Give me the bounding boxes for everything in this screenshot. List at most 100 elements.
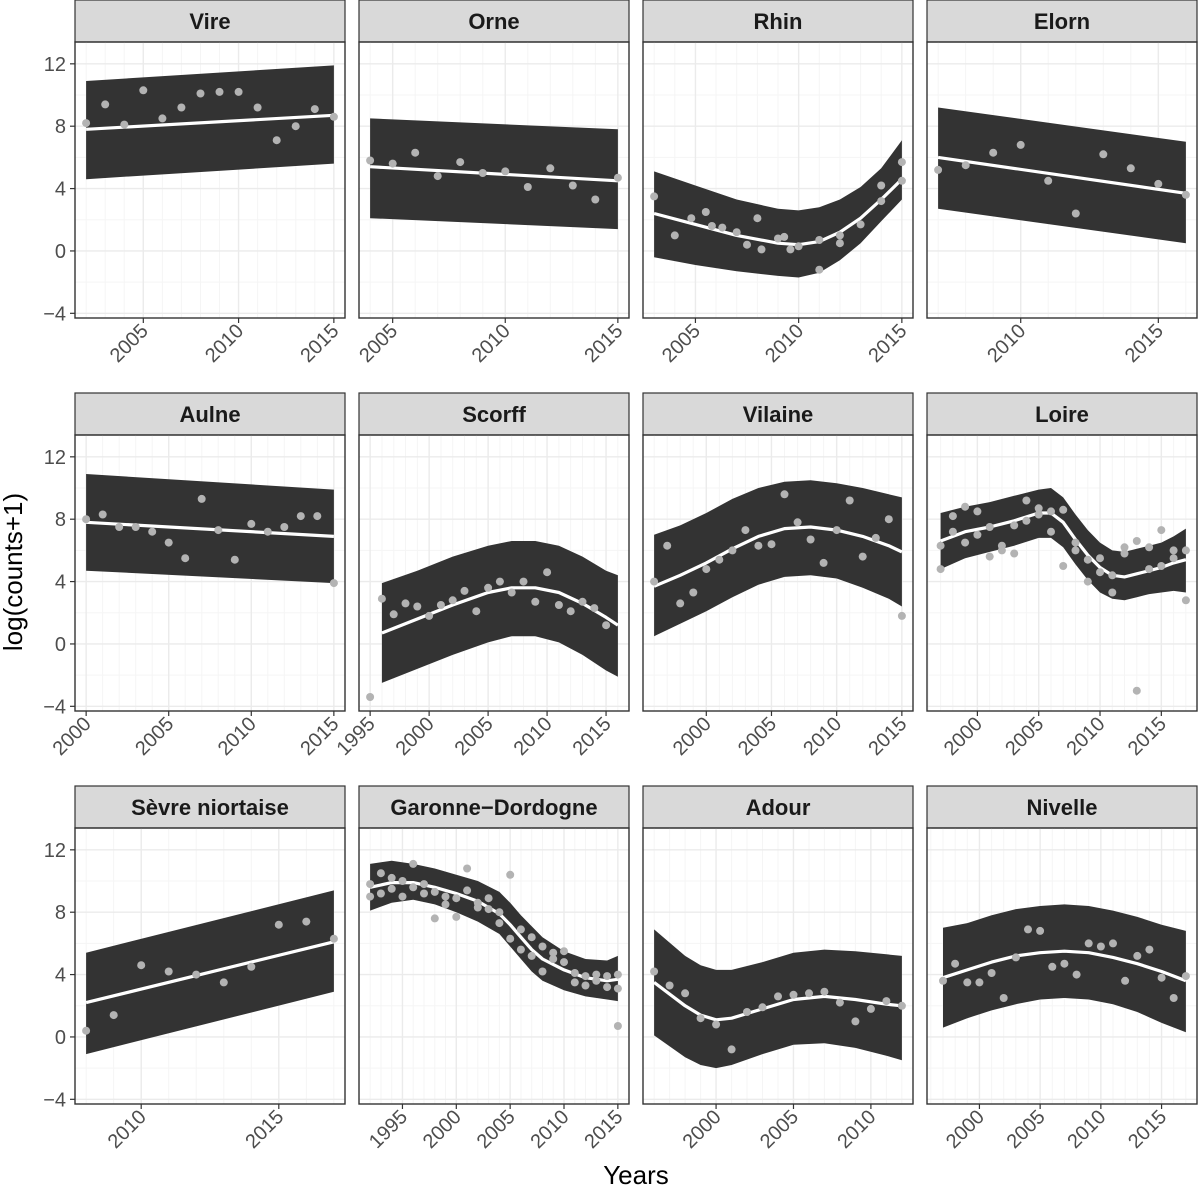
data-point <box>753 214 762 223</box>
y-tick-label: −4 <box>43 303 66 325</box>
data-point <box>581 972 590 981</box>
fit-line <box>942 949 1187 983</box>
data-point <box>882 997 891 1006</box>
y-tick-label: 4 <box>55 965 66 987</box>
data-point <box>897 1001 906 1010</box>
data-point <box>302 917 311 926</box>
panel-border <box>358 827 630 1105</box>
y-tick-label: 12 <box>44 447 66 469</box>
y-tick-label: 4 <box>55 179 66 201</box>
data-point <box>1010 521 1019 530</box>
data-point <box>757 245 766 254</box>
data-point <box>999 994 1008 1002</box>
data-point <box>164 538 173 547</box>
data-point <box>1083 577 1092 586</box>
data-point <box>973 530 982 539</box>
data-point <box>715 555 724 564</box>
data-point <box>727 1045 736 1054</box>
confidence-band <box>381 541 618 683</box>
data-point <box>1120 549 1129 558</box>
data-point <box>196 89 205 98</box>
data-point <box>234 87 243 96</box>
data-point <box>329 112 338 121</box>
y-tick-label: 8 <box>55 116 66 138</box>
data-point <box>263 527 272 536</box>
panel-title: Garonne−Dordogne <box>390 795 597 820</box>
data-point <box>82 515 91 524</box>
data-point <box>1108 588 1117 597</box>
data-point <box>538 942 547 951</box>
data-point <box>164 967 173 976</box>
data-point <box>789 990 798 999</box>
data-point <box>1024 925 1032 934</box>
data-point <box>181 554 190 563</box>
data-point <box>516 925 525 934</box>
data-point <box>961 502 970 511</box>
data-point <box>1145 543 1154 552</box>
data-point <box>603 972 612 981</box>
data-point <box>409 883 418 892</box>
plot-area <box>359 435 629 711</box>
data-point <box>388 159 397 168</box>
data-point <box>602 621 611 630</box>
data-point <box>387 884 396 893</box>
data-point <box>592 976 601 985</box>
data-point <box>463 864 472 873</box>
data-point <box>376 889 385 898</box>
data-point <box>495 577 504 586</box>
data-point <box>1011 953 1020 962</box>
data-point <box>780 490 789 499</box>
data-point <box>420 880 428 889</box>
data-point <box>409 859 418 868</box>
data-point <box>192 970 201 979</box>
data-point <box>568 181 577 190</box>
y-tick-label: 0 <box>55 1027 66 1049</box>
data-point <box>934 165 943 174</box>
data-point <box>274 920 283 929</box>
data-point <box>177 103 186 112</box>
data-point <box>581 981 590 990</box>
data-point <box>137 961 146 970</box>
strip-background <box>926 785 1198 829</box>
panel-title: Vilaine <box>743 402 814 427</box>
data-point <box>377 594 386 603</box>
data-point <box>815 265 824 274</box>
data-point <box>851 1017 860 1026</box>
data-point <box>1096 942 1105 951</box>
data-point <box>936 565 945 574</box>
data-point <box>570 978 579 987</box>
y-tick-label: 4 <box>55 572 66 594</box>
data-point <box>1047 527 1055 536</box>
data-point <box>1120 543 1129 552</box>
data-point <box>495 919 504 928</box>
data-point <box>527 933 536 942</box>
panel-border <box>74 827 346 1105</box>
data-point <box>560 947 568 956</box>
data-point <box>1048 962 1057 971</box>
panel-border <box>74 41 346 319</box>
data-point <box>441 892 450 901</box>
data-point <box>473 898 482 907</box>
data-point <box>665 981 674 990</box>
data-point <box>280 523 289 531</box>
strip-background <box>926 0 1198 43</box>
strip-background <box>642 785 914 829</box>
data-point <box>98 510 107 519</box>
data-point <box>951 959 960 968</box>
data-point <box>478 169 487 177</box>
data-point <box>1071 546 1080 555</box>
data-point <box>767 540 776 549</box>
panel-title: Loire <box>1035 402 1089 427</box>
data-point <box>1044 176 1053 185</box>
strip-background <box>926 392 1198 436</box>
data-point <box>961 538 970 547</box>
data-point <box>436 601 445 609</box>
data-point <box>1036 926 1045 935</box>
data-point <box>732 228 741 237</box>
data-point <box>507 588 516 597</box>
data-point <box>1132 537 1141 545</box>
y-tick-label: 8 <box>55 509 66 531</box>
data-point <box>389 610 398 619</box>
